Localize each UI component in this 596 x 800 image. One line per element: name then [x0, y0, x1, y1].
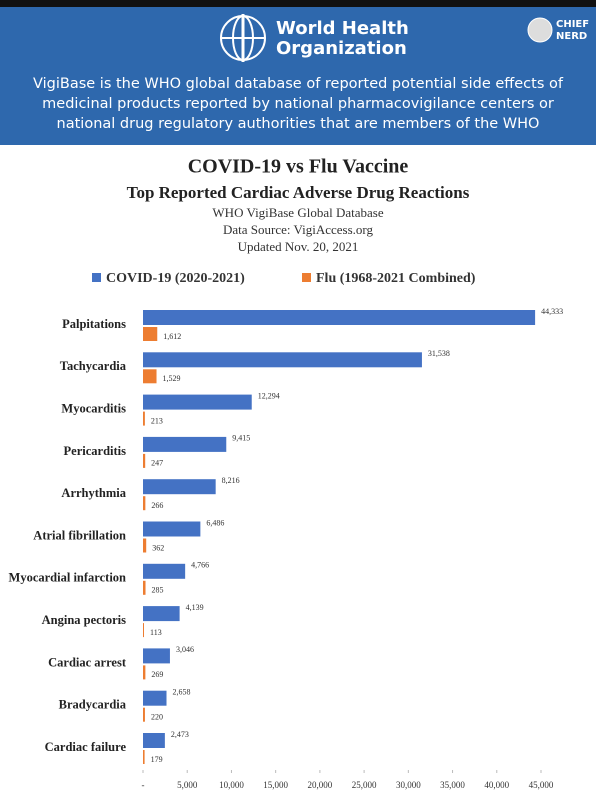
value-label: 3,046 [176, 645, 194, 654]
org-name: World Health [276, 18, 409, 39]
y-tick-label: Bradycardia [59, 698, 127, 712]
bar [143, 352, 422, 368]
y-tick-label: Angina pectoris [42, 613, 127, 627]
y-tick-label: Palpitations [62, 317, 126, 331]
x-tick-label: 45,000 [529, 780, 554, 790]
badge-text: CHIEF [556, 19, 589, 30]
bar [143, 690, 167, 706]
description: VigiBase is the WHO global database of r… [33, 76, 564, 92]
badge-text: NERD [556, 31, 587, 42]
bar [143, 580, 146, 595]
x-tick-label: 30,000 [396, 780, 421, 790]
bar [143, 665, 146, 680]
y-tick-label: Cardiac failure [45, 740, 127, 754]
legend-swatch [302, 273, 311, 282]
y-tick-label: Atrial fibrillation [33, 528, 126, 542]
y-tick-label: Arrhythmia [61, 486, 126, 500]
bar [143, 563, 186, 579]
value-label: 4,139 [186, 603, 204, 612]
who-logo [220, 14, 266, 62]
bar [143, 648, 170, 664]
value-label: 113 [150, 628, 162, 637]
bar [143, 411, 145, 426]
bar [143, 623, 144, 638]
y-tick-label: Cardiac arrest [48, 655, 127, 669]
chart-note: WHO VigiBase Global Database [212, 205, 383, 220]
header-banner [0, 0, 596, 145]
badge-icon [527, 17, 553, 43]
description: medicinal products reported by national … [42, 96, 554, 112]
chart-note: Updated Nov. 20, 2021 [238, 239, 359, 254]
x-tick-label: 5,000 [177, 780, 198, 790]
value-label: 247 [151, 459, 163, 468]
description: national drug regulatory authorities tha… [57, 116, 540, 132]
x-tick-label: - [142, 780, 145, 790]
chart-subtitle: Top Reported Cardiac Adverse Drug Reacti… [127, 183, 470, 202]
value-label: 2,658 [173, 688, 191, 697]
chart-title: COVID-19 vs Flu Vaccine [188, 156, 409, 178]
bar [143, 707, 145, 722]
value-label: 1,529 [163, 374, 181, 383]
bar [143, 369, 157, 384]
value-label: 31,538 [428, 349, 450, 358]
bar [143, 538, 147, 553]
value-label: 220 [151, 713, 163, 722]
value-label: 1,612 [163, 332, 181, 341]
y-tick-label: Myocarditis [61, 401, 126, 415]
org-name: Organization [276, 38, 407, 59]
bar [143, 310, 536, 325]
chart-note: Data Source: VigiAccess.org [223, 222, 374, 237]
legend-label: COVID-19 (2020-2021) [106, 271, 245, 286]
value-label: 8,216 [222, 476, 240, 485]
x-tick-label: 25,000 [352, 780, 377, 790]
x-tick-label: 10,000 [219, 780, 244, 790]
bar [143, 521, 201, 537]
x-tick-label: 20,000 [308, 780, 333, 790]
value-label: 44,333 [541, 307, 563, 316]
value-label: 266 [151, 501, 163, 510]
y-tick-label: Myocardial infarction [9, 571, 127, 585]
bar [143, 453, 146, 468]
bar [143, 606, 180, 622]
bar [143, 436, 227, 452]
value-label: 285 [152, 586, 164, 595]
y-tick-label: Tachycardia [60, 359, 127, 373]
x-tick-label: 15,000 [263, 780, 288, 790]
bar [143, 394, 252, 410]
value-label: 179 [151, 755, 163, 764]
bar [143, 733, 165, 748]
legend-swatch [92, 273, 101, 282]
y-tick-label: Pericarditis [64, 444, 127, 458]
value-label: 362 [152, 543, 164, 552]
value-label: 213 [151, 416, 163, 425]
value-label: 9,415 [232, 434, 250, 443]
value-label: 2,473 [171, 730, 189, 739]
bar [143, 327, 158, 341]
x-tick-label: 40,000 [484, 780, 509, 790]
bar [143, 750, 145, 764]
bar [143, 496, 146, 511]
bar [143, 479, 216, 495]
value-label: 6,486 [206, 518, 224, 527]
value-label: 4,766 [191, 561, 209, 570]
legend-label: Flu (1968-2021 Combined) [316, 271, 476, 286]
top-strip [0, 0, 596, 7]
value-label: 269 [151, 670, 163, 679]
value-label: 12,294 [258, 391, 280, 400]
x-tick-label: 35,000 [440, 780, 465, 790]
